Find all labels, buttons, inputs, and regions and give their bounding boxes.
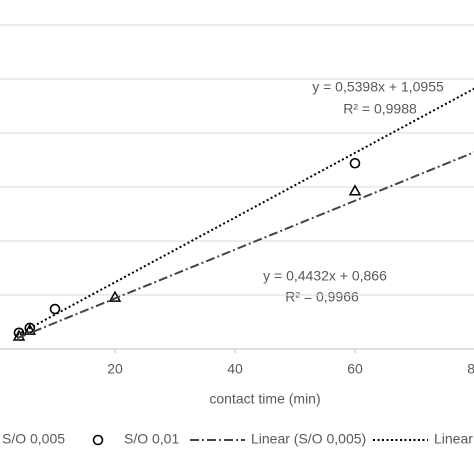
annotation: R² = 0,9966 [285,289,359,305]
x-axis-title: contact time (min) [209,391,320,407]
trendline [16,87,474,336]
legend-label: Linear (S/O 0,005) [251,431,366,447]
x-tick-label: 20 [107,361,123,377]
annotation: y = 0,5398x + 1,0955 [312,79,444,95]
trendline [16,151,474,340]
x-tick-label: 60 [347,361,363,377]
point [349,157,361,169]
legend-label: Linear (S/O 0,01) [434,431,474,447]
point [49,303,61,315]
legend-swatch [92,434,104,446]
legend-label: S/O 0,01 [124,431,179,447]
x-tick-label: 40 [227,361,243,377]
x-tick-label: 80 [467,361,474,377]
point [348,184,362,196]
legend-label: S/O 0,005 [2,431,65,447]
annotation: y = 0,4432x + 0,866 [263,268,387,284]
annotation: R² = 0,9988 [343,101,417,117]
